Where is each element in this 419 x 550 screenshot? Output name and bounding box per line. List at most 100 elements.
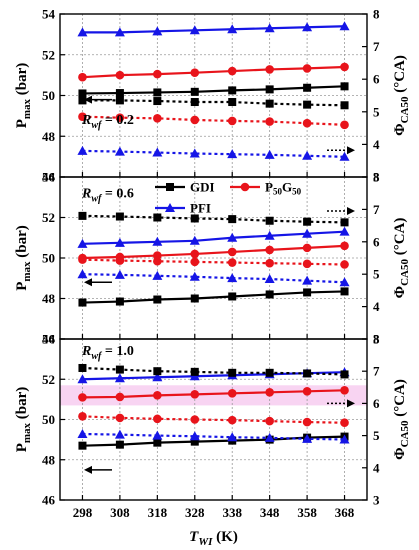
data-point-P50G50-left: [115, 392, 125, 402]
data-point-P50G50-left: [115, 70, 125, 80]
x-axis-label: TWI (K): [189, 529, 238, 548]
legend-item-PFI: PFI: [155, 201, 211, 216]
series-line-GDI-left: [82, 85, 345, 95]
axis-arrow-right: [327, 207, 355, 216]
series-line-GDI-left: [82, 290, 345, 304]
data-point-P50G50-right: [153, 114, 162, 123]
series-GDI-left: [78, 82, 349, 98]
data-point-PFI-right: [77, 145, 88, 155]
y-right-tick-label: 8: [373, 332, 380, 347]
series-line-P50G50-right: [82, 415, 345, 424]
data-point-P50G50-right: [78, 255, 87, 264]
data-point-PFI-right: [264, 149, 275, 159]
data-point-PFI-right: [339, 277, 350, 287]
data-point-GDI-right: [303, 369, 312, 378]
data-point-P50G50-right: [227, 258, 237, 267]
y-left-axis-label: Pmax (bar): [14, 387, 33, 453]
data-point-GDI-right: [340, 218, 349, 227]
y-left-tick-label: 52: [42, 372, 55, 387]
data-point-GDI-left: [153, 295, 162, 304]
data-point-GDI-left: [115, 89, 124, 98]
data-point-P50G50-left: [265, 245, 274, 255]
data-point-GDI-right: [78, 211, 87, 220]
data-point-PFI-left: [77, 27, 88, 37]
data-point-PFI-right: [302, 275, 313, 285]
x-tick-label: 348: [260, 505, 280, 520]
y-left-tick-label: 46: [42, 493, 56, 508]
data-point-P50G50-right: [340, 418, 349, 428]
y-left-tick-label: 52: [42, 47, 55, 62]
series-line-PFI-left: [82, 25, 345, 34]
data-point-P50G50-left: [302, 243, 312, 253]
legend-item-GDI: GDI: [155, 180, 215, 195]
panel-1: 46 48 50 52 54 3 4 5 6 7 8 Rwf = 0.2: [42, 7, 380, 185]
data-point-P50G50-left: [340, 386, 349, 395]
y-right-axis-label: ΦCA50 (°CA): [392, 55, 411, 136]
y-right-tick-label: 3: [373, 493, 380, 508]
y-left-tick-label: 46: [42, 332, 56, 347]
data-point-GDI-left: [228, 292, 237, 301]
legend-label: PFI: [190, 201, 211, 216]
data-point-GDI-left: [303, 288, 312, 297]
series-P50G50-right: [78, 411, 349, 428]
data-point-P50G50-left: [190, 390, 200, 399]
data-point-P50G50-right: [265, 416, 274, 426]
data-point-GDI-right: [228, 368, 237, 377]
x-tick-label: 308: [110, 505, 130, 520]
data-point-P50G50-left: [340, 62, 349, 72]
data-point-P50G50-right: [340, 260, 349, 269]
series-PFI-left: [77, 21, 350, 37]
y-left-tick-label: 54: [42, 7, 56, 22]
data-point-P50G50-right: [115, 113, 125, 122]
data-point-PFI-right: [189, 271, 200, 281]
legend-marker-P50G50: [240, 182, 250, 192]
y-right-tick-label: 7: [373, 202, 380, 217]
data-point-PFI-right: [77, 269, 88, 279]
data-point-P50G50-left: [302, 387, 312, 396]
data-point-GDI-right: [153, 213, 162, 222]
data-point-PFI-left: [152, 372, 163, 382]
data-point-PFI-left: [152, 26, 163, 36]
data-point-GDI-right: [115, 365, 124, 374]
y-left-tick-label: 50: [42, 251, 55, 266]
data-point-P50G50-right: [78, 411, 87, 421]
panel-3: 46 48 50 52 54 3 4 5 6 7 8 Rwf = 1.0: [42, 332, 380, 508]
axis-arrow-left: [84, 95, 112, 104]
series-GDI-right: [78, 211, 349, 227]
data-point-P50G50-left: [265, 65, 274, 74]
data-point-P50G50-right: [78, 112, 87, 121]
x-tick-label: 358: [297, 505, 317, 520]
data-point-GDI-right: [228, 98, 237, 107]
series-GDI-right: [78, 96, 349, 110]
data-point-PFI-left: [264, 230, 275, 240]
series-P50G50-left: [78, 62, 349, 82]
legend-label: GDI: [190, 180, 215, 195]
data-point-GDI-right: [78, 363, 87, 372]
data-point-GDI-right: [190, 367, 199, 376]
y-right-tick-label: 5: [373, 428, 380, 443]
data-point-GDI-left: [265, 85, 274, 94]
y-left-axis-label: Pmax (bar): [14, 63, 33, 129]
data-point-GDI-right: [265, 99, 274, 108]
series-PFI-right: [77, 428, 350, 444]
data-point-GDI-left: [153, 88, 162, 97]
series-line-P50G50-right: [82, 115, 345, 126]
data-point-P50G50-left: [190, 68, 200, 77]
y-right-tick-label: 6: [373, 234, 380, 249]
data-point-PFI-left: [302, 228, 313, 238]
data-point-GDI-right: [190, 98, 199, 107]
data-point-GDI-right: [265, 216, 274, 225]
y-left-tick-label: 54: [42, 332, 56, 347]
data-point-GDI-left: [340, 287, 349, 296]
y-left-tick-label: 46: [42, 170, 56, 185]
data-point-PFI-left: [302, 22, 313, 32]
data-point-P50G50-right: [190, 257, 200, 267]
series-GDI-left: [78, 287, 349, 307]
data-point-GDI-right: [228, 215, 237, 224]
rwf-annotation: Rwf = 0.6: [81, 186, 134, 204]
data-point-PFI-right: [152, 270, 163, 280]
data-point-GDI-right: [303, 217, 312, 226]
y-right-tick-label: 3: [373, 170, 380, 185]
series-line-P50G50-right: [82, 258, 345, 266]
